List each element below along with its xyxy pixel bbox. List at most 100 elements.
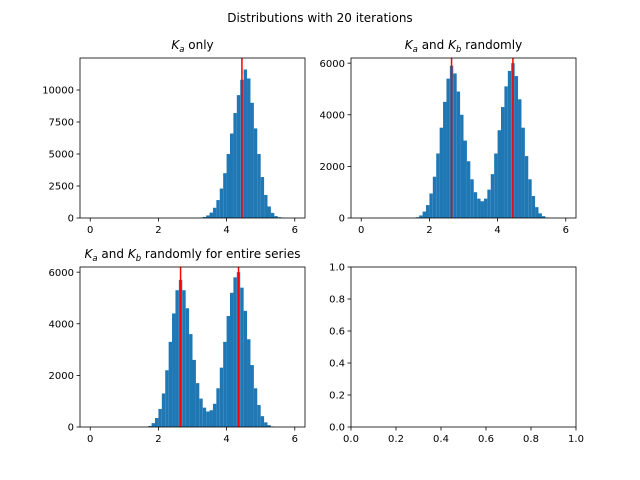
histogram-bar — [446, 78, 450, 219]
histogram-bar — [172, 313, 176, 427]
histogram-bar — [216, 388, 220, 427]
x-tick-label: 6 — [563, 225, 569, 236]
histogram-bar — [151, 423, 155, 427]
histogram-bar — [212, 207, 217, 218]
histogram-bar — [436, 153, 440, 218]
histogram-bar — [494, 153, 498, 218]
histogram-bar — [182, 290, 186, 427]
y-tick-label: 2000 — [320, 162, 345, 173]
subplot-4: 0.0 0.2 0.4 0.6 0.8 1.0 0.0 0.2 0.4 0.6 0.8 1.0 — [329, 263, 584, 445]
y-tick-label: 0.6 — [329, 327, 345, 338]
histogram-bar — [267, 206, 271, 218]
x-tick-label: 0.8 — [523, 434, 539, 445]
histogram-bar — [161, 393, 166, 427]
subplot-2: 0 2 4 6 0 2000 4000 6000 Ka and Kb randomly — [320, 38, 577, 236]
y-tick-label: 0.8 — [329, 295, 345, 306]
x-tick-label: 6 — [292, 434, 298, 445]
histogram-bar — [230, 292, 234, 427]
histogram-bar — [236, 95, 241, 218]
x-tick-label: 0.2 — [388, 434, 404, 445]
histogram-bar — [501, 107, 505, 218]
y-tick-label: 7500 — [49, 118, 74, 129]
figure-suptitle: Distributions with 20 iterations — [227, 11, 412, 25]
x-tick-label: 0 — [358, 225, 364, 236]
histogram-bar — [243, 69, 248, 219]
histogram-bar — [504, 86, 508, 218]
histogram-bar — [195, 383, 200, 427]
histogram-bar — [260, 416, 265, 427]
histogram-bar — [473, 192, 478, 218]
histogram-bar — [230, 133, 234, 218]
histogram-bar — [439, 127, 444, 218]
x-tick-label: 0.4 — [433, 434, 449, 445]
histogram-bar — [247, 78, 251, 218]
histogram-bar — [192, 359, 196, 427]
y-tick-label: 4000 — [49, 319, 74, 330]
subplot-title: Ka and Kb randomly — [405, 38, 522, 55]
histogram-bar — [538, 213, 542, 218]
histogram-bar — [202, 407, 207, 427]
histogram-bar — [453, 73, 457, 218]
histogram-bar — [209, 410, 213, 427]
histogram-bar — [528, 179, 532, 218]
histogram-bar — [223, 341, 227, 427]
histogram-bar — [531, 196, 536, 218]
histogram-bar — [429, 193, 433, 218]
histogram-bar — [477, 198, 481, 218]
histogram-bar — [490, 174, 495, 218]
subplot-1: 0 2 4 6 0 2500 5000 7500 10000 Ka only — [42, 38, 306, 236]
histogram-bar — [260, 177, 265, 218]
histogram-bar — [480, 201, 484, 218]
y-tick-label: 0 — [68, 214, 74, 225]
y-tick-label: 2000 — [49, 371, 74, 382]
histogram-bar — [524, 156, 529, 218]
histogram-bar — [267, 425, 271, 427]
axes-frame — [350, 57, 577, 219]
axes-frame — [79, 57, 306, 219]
histogram-bar — [199, 398, 203, 427]
x-tick-label: 4 — [223, 434, 229, 445]
histogram-bar — [264, 422, 268, 427]
y-tick-label: 5000 — [49, 150, 74, 161]
histogram-bar — [514, 76, 519, 218]
x-tick-label: 0.6 — [478, 434, 494, 445]
histogram-bar — [463, 140, 467, 218]
histogram-bar — [243, 310, 248, 427]
histogram-bar — [148, 425, 152, 427]
x-tick-label: 0.0 — [343, 434, 359, 445]
histogram-bar — [466, 161, 471, 218]
histogram-bar — [497, 130, 501, 218]
histogram-bar — [521, 127, 525, 218]
subplot-3: 0 2 4 6 0 2000 4000 6000 Ka and Kb randomly for … — [49, 247, 306, 445]
histogram-bar — [168, 341, 173, 427]
x-tick-label: 2 — [155, 434, 161, 445]
histogram-bar — [426, 205, 430, 218]
histogram-bar — [253, 128, 258, 218]
histogram-bar — [226, 154, 230, 218]
subplot-title: Ka and Kb randomly for entire series — [85, 247, 301, 264]
x-tick-label: 2 — [155, 225, 161, 236]
histogram-bar — [507, 70, 512, 219]
x-tick-label: 1.0 — [568, 434, 584, 445]
y-tick-label: 2500 — [49, 182, 74, 193]
y-tick-label: 4000 — [320, 110, 345, 121]
histogram-bar — [419, 215, 423, 218]
histogram-bar — [219, 367, 224, 427]
histogram-bar — [223, 173, 227, 218]
histogram-bar — [206, 411, 210, 427]
histogram-bar — [432, 176, 437, 218]
x-tick-label: 0 — [87, 434, 93, 445]
histogram-bar — [165, 370, 169, 427]
y-tick-label: 0.0 — [329, 423, 345, 434]
histogram-bar — [257, 154, 261, 218]
histogram-bar — [460, 114, 464, 218]
histogram-bar — [219, 188, 224, 218]
histogram-bar — [257, 405, 261, 427]
histogram-bar — [202, 216, 207, 218]
histogram-bar — [155, 417, 159, 427]
y-tick-label: 0 — [339, 214, 345, 225]
x-tick-label: 4 — [223, 225, 229, 236]
histogram-bar — [443, 101, 447, 218]
histogram-bar — [250, 365, 254, 427]
